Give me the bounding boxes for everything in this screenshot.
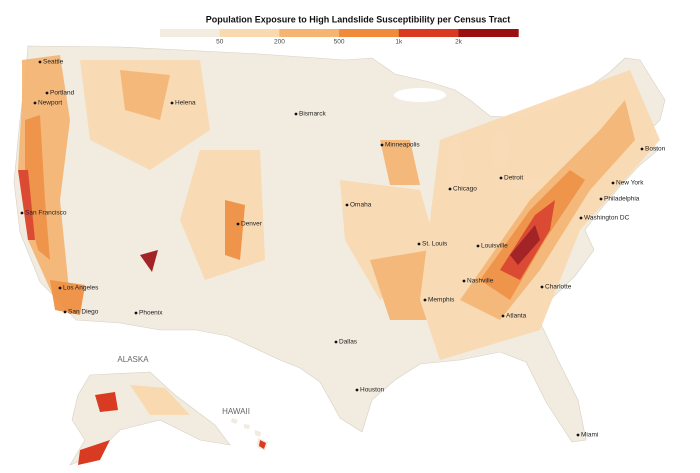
city-label: Atlanta [506,313,527,320]
city-dot [423,298,427,302]
legend-swatch [339,29,400,37]
city-label: Nashville [467,278,494,285]
city-dot [417,242,421,246]
city-dot [501,314,505,318]
city-label: Boston [645,146,666,153]
legend-label: 500 [334,39,345,46]
legend-swatch [219,29,280,37]
city-dot [355,388,359,392]
hawaii [231,418,268,451]
labels: Seattle Portland Newport Helena Bismarck Minn… [20,59,666,439]
city-label: Bismarck [299,111,326,118]
exposure-areas [18,55,660,360]
city-label: Houston [360,387,385,394]
city-label: Memphis [428,297,455,304]
city-dot [38,60,42,64]
area [225,200,245,260]
area [18,170,35,240]
city-dot [134,311,138,315]
area [120,70,170,120]
city-dot [58,286,62,290]
city-label: Omaha [350,202,372,209]
area [140,250,158,272]
city-label: Philadelphia [604,196,640,203]
legend: 50 200 500 1k 2k [160,29,519,46]
city-label: Charlotte [545,284,572,291]
city-label: Detroit [504,175,523,182]
legend-swatch [398,29,459,37]
city-label: Helena [175,100,196,107]
city-dot [499,176,503,180]
region-label: ALASKA [117,355,149,364]
city-dot [63,310,67,314]
city-dot [611,181,615,185]
city-dot [170,101,174,105]
city-label: Denver [241,221,263,228]
city-label: Newport [38,100,62,107]
city-label: Portland [50,90,75,97]
city-dot [599,197,603,201]
legend-swatch [458,29,519,37]
city-dot [334,340,338,344]
city-dot [640,147,644,151]
area [180,150,265,280]
area [510,225,540,265]
area [50,280,85,315]
city-dot [20,211,24,215]
city-dot [476,244,480,248]
city-label: Minneapolis [385,142,420,149]
city-dot [33,101,37,105]
city-label: St. Louis [422,241,448,248]
area [95,392,118,412]
city-label: Seattle [43,59,64,66]
area [380,140,420,185]
city-label: Chicago [453,186,477,193]
city-dot [579,216,583,220]
legend-label: 200 [274,39,285,46]
city-dot [462,279,466,283]
legend-label: 50 [216,39,224,46]
city-label: San Diego [68,309,99,316]
city-label: Louisville [481,243,508,250]
city-dot [380,143,384,147]
city-dot [540,285,544,289]
city-label: San Francisco [25,210,67,217]
city-dot [448,187,452,191]
city-label: Washington DC [584,215,630,222]
city-dot [294,112,298,116]
legend-label: 2k [455,39,463,46]
area [78,440,110,465]
region-label: HAWAII [222,407,250,416]
legend-swatch [160,29,221,37]
city-dot [576,433,580,437]
city-dot [345,203,349,207]
legend-label: 1k [395,39,403,46]
city-label: Phoenix [139,310,163,317]
city-label: New York [616,180,644,187]
city-label: Dallas [339,339,358,346]
legend-swatch [279,29,340,37]
city-label: Los Angeles [63,285,99,292]
map-title: Population Exposure to High Landslide Su… [206,14,511,24]
city-label: Miami [581,432,598,439]
city-dot [236,222,240,226]
lake [394,88,446,102]
city-dot [45,91,49,95]
us-map [13,45,666,466]
area [259,440,266,449]
area [130,385,190,415]
